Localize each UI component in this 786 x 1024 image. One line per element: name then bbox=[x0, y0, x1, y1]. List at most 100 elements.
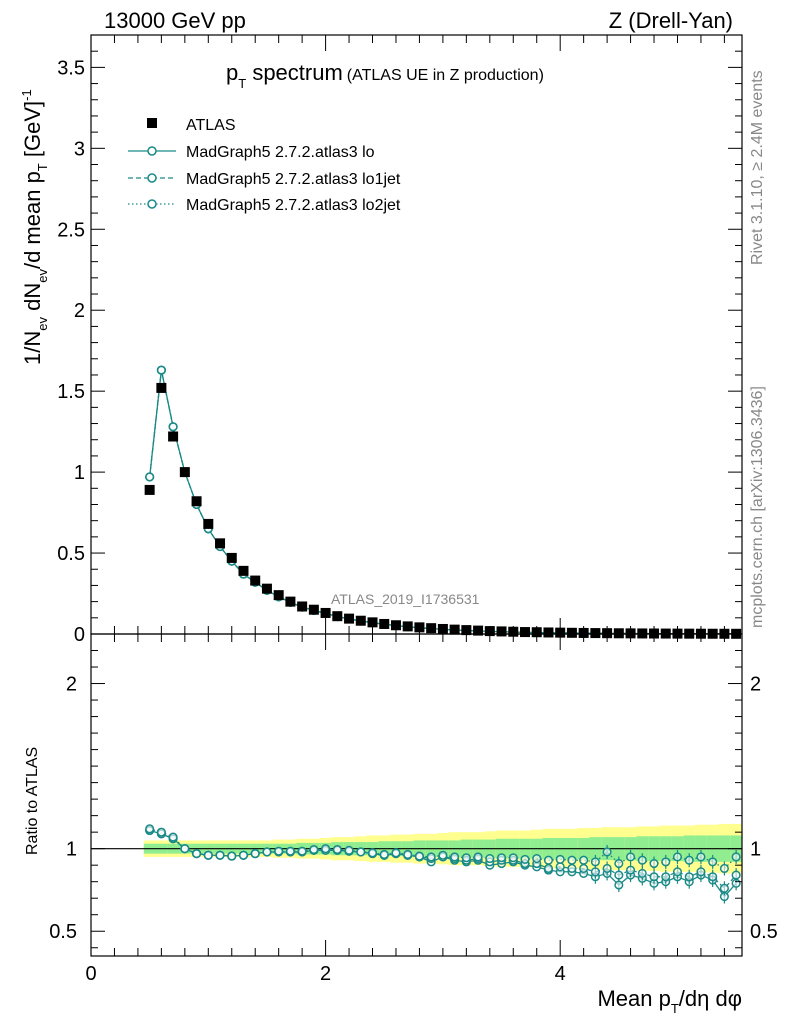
mc-marker-ratio bbox=[227, 851, 237, 861]
mc-marker-ratio bbox=[215, 850, 225, 860]
mc-marker-ratio bbox=[731, 870, 741, 880]
mcplots-label: mcplots.cern.ch [arXiv:1306.3436] bbox=[749, 386, 766, 628]
mc-marker-ratio bbox=[508, 853, 518, 863]
mc-marker-ratio bbox=[192, 849, 202, 859]
data-marker bbox=[179, 467, 190, 478]
mc-marker-ratio bbox=[579, 863, 589, 874]
mc-marker-ratio bbox=[156, 827, 166, 837]
mc-marker-ratio bbox=[626, 852, 636, 862]
mc-marker-ratio bbox=[145, 824, 155, 834]
data-marker bbox=[156, 382, 167, 393]
data-marker bbox=[191, 496, 202, 507]
legend-label-atlas: ATLAS bbox=[186, 117, 236, 134]
data-marker bbox=[168, 431, 179, 442]
mc-marker-ratio bbox=[238, 850, 249, 860]
data-marker bbox=[320, 607, 331, 618]
mc-marker-ratio bbox=[708, 857, 718, 867]
mc-marker-ratio bbox=[285, 846, 295, 856]
mc-marker-main bbox=[168, 422, 178, 432]
main-ylabel: 1/Nev dNev/d mean pT [GeV]-1 bbox=[19, 89, 50, 365]
plot-title-rest: spectrum bbox=[246, 60, 343, 85]
mc-marker-ratio bbox=[661, 857, 671, 867]
mc-marker-ratio bbox=[426, 852, 436, 862]
ratio-ytick-label: 0.5 bbox=[49, 921, 77, 943]
collision-label: 13000 GeV pp bbox=[104, 8, 246, 33]
mc-marker-ratio bbox=[696, 852, 706, 862]
ratio-frame bbox=[90, 633, 743, 957]
mc-marker-ratio bbox=[649, 872, 659, 882]
ratio-ytick-label: 2 bbox=[66, 674, 77, 696]
ratio-ytick-label-right: 2 bbox=[750, 674, 761, 696]
legend-label-lo: MadGraph5 2.7.2.atlas3 lo bbox=[186, 144, 375, 161]
main-ytick-label: 1.5 bbox=[57, 381, 85, 403]
mc-marker-ratio bbox=[696, 867, 706, 877]
data-marker bbox=[367, 617, 378, 628]
data-marker bbox=[590, 628, 601, 639]
data-marker bbox=[250, 575, 261, 586]
xtick-label: 2 bbox=[320, 963, 331, 985]
mc-marker-ratio bbox=[356, 847, 366, 857]
xtick-label: 0 bbox=[85, 963, 96, 985]
data-marker bbox=[273, 590, 284, 601]
mc-marker-ratio bbox=[661, 872, 671, 882]
mc-marker-ratio bbox=[473, 852, 483, 862]
mc-marker-ratio bbox=[203, 850, 213, 860]
mc-marker-ratio bbox=[626, 865, 636, 875]
data-marker bbox=[332, 611, 343, 622]
data-marker bbox=[449, 624, 460, 635]
mc-marker-ratio bbox=[555, 854, 565, 864]
data-marker bbox=[261, 583, 272, 594]
data-marker bbox=[297, 601, 308, 612]
main-ytick-label: 0 bbox=[74, 624, 85, 646]
main-ytick-label: 2.5 bbox=[57, 219, 85, 241]
rivet-label: Rivet 3.1.10, ≥ 2.4M events bbox=[749, 70, 766, 265]
ratio-ylabel: Ratio to ATLAS bbox=[24, 747, 41, 855]
ratio-ytick-label: 1 bbox=[66, 839, 77, 861]
mc-marker-ratio bbox=[180, 844, 190, 854]
plot-title-main: p bbox=[226, 60, 238, 85]
legend-label-lo2jet: MadGraph5 2.7.2.atlas3 lo2jet bbox=[186, 197, 401, 214]
mc-marker-ratio bbox=[321, 844, 331, 854]
mc-marker-ratio bbox=[367, 848, 378, 858]
legend-marker-lo1jet bbox=[147, 173, 157, 183]
plot-title-sub: T bbox=[238, 76, 246, 91]
mc-marker-main bbox=[156, 365, 166, 375]
ratio-ytick-label-right: 0.5 bbox=[750, 921, 778, 943]
mc-marker-ratio bbox=[414, 851, 424, 861]
mc-marker-ratio bbox=[614, 858, 624, 869]
legend-marker-lo bbox=[147, 146, 157, 156]
mc-marker-ratio bbox=[602, 847, 612, 857]
mc-marker-ratio bbox=[731, 852, 741, 862]
mc-marker-ratio bbox=[297, 846, 307, 856]
data-marker bbox=[144, 484, 155, 495]
data-marker bbox=[613, 628, 624, 639]
mc-marker-ratio bbox=[614, 870, 624, 880]
data-marker bbox=[402, 621, 413, 632]
mc-marker-ratio bbox=[532, 854, 542, 864]
analysis-id: ATLAS_2019_I1736531 bbox=[331, 591, 480, 607]
legend-label-lo1jet: MadGraph5 2.7.2.atlas3 lo1jet bbox=[186, 171, 401, 188]
main-ytick-label: 3 bbox=[74, 138, 85, 160]
data-marker bbox=[426, 623, 437, 634]
mc-marker-ratio bbox=[637, 868, 647, 878]
data-marker bbox=[308, 604, 319, 615]
axes bbox=[90, 34, 743, 957]
mc-marker-ratio bbox=[250, 849, 260, 859]
mc-marker-ratio bbox=[379, 849, 389, 859]
main-ytick-label: 0.5 bbox=[57, 543, 85, 565]
xlabel: Mean pT/dη dφ bbox=[597, 986, 742, 1016]
mc-marker-ratio bbox=[262, 847, 272, 857]
data-marker bbox=[344, 613, 355, 624]
mc-marker-ratio bbox=[391, 848, 401, 858]
data-marker bbox=[566, 627, 577, 638]
mc-marker-ratio bbox=[637, 855, 647, 865]
mc-marker-ratio bbox=[672, 852, 683, 862]
main-ytick-label: 3.5 bbox=[57, 57, 85, 79]
mc-marker-ratio bbox=[485, 854, 495, 864]
mc-marker-ratio bbox=[684, 855, 694, 865]
mc-marker-ratio bbox=[602, 863, 612, 874]
data-marker bbox=[496, 626, 507, 637]
mc-marker-ratio bbox=[555, 862, 565, 872]
legend: ATLAS MadGraph5 2.7.2.atlas3 lo MadGraph… bbox=[128, 117, 401, 214]
mc-marker-ratio bbox=[496, 853, 507, 863]
